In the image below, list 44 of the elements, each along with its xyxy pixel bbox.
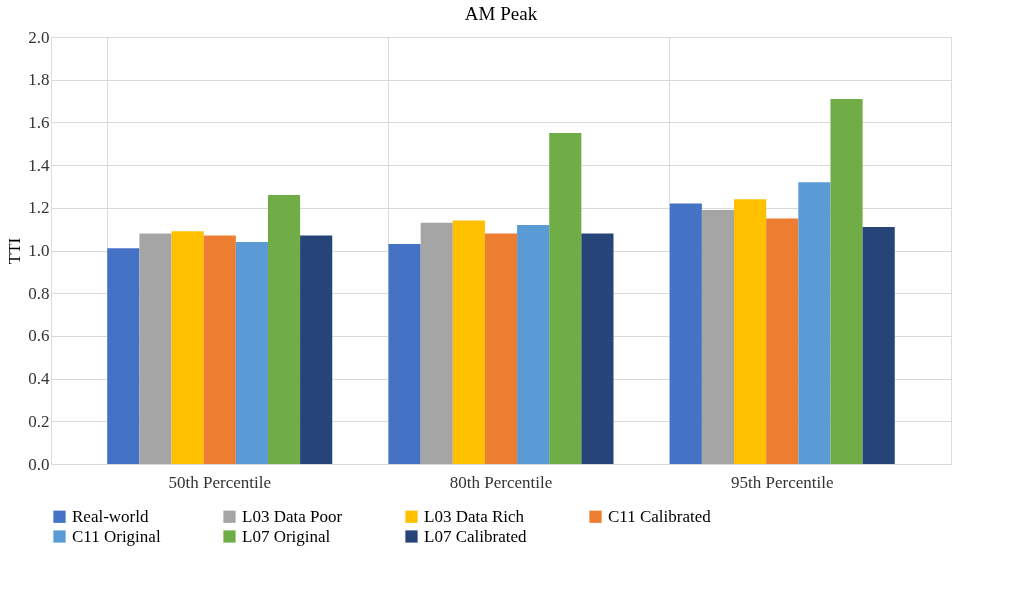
bar	[300, 235, 333, 464]
legend-label: L03 Data Rich	[424, 506, 525, 526]
y-tick-label: 2.0	[28, 27, 50, 47]
legend-label: C11 Calibrated	[608, 506, 712, 526]
bar	[203, 235, 236, 464]
bar	[798, 182, 831, 464]
bar	[107, 248, 140, 464]
y-axis-title: TTI	[5, 237, 25, 265]
x-tick-label: 80th Percentile	[449, 472, 553, 492]
bar	[517, 224, 550, 464]
bar	[669, 203, 702, 464]
legend-label: Real-world	[72, 506, 149, 526]
bar	[267, 194, 301, 464]
bar	[171, 231, 204, 464]
bar	[734, 199, 767, 464]
y-tick-label: 0.4	[28, 369, 50, 389]
bar	[139, 233, 172, 464]
bar	[549, 133, 582, 464]
bar	[452, 220, 485, 464]
x-tick-label: 50th Percentile	[168, 472, 271, 492]
legend-label: L03 Data Poor	[242, 506, 343, 526]
bar	[235, 241, 268, 464]
x-tick-label: 95th Percentile	[731, 472, 834, 492]
bar	[830, 98, 863, 464]
y-tick-label: 1.4	[28, 155, 50, 175]
bar	[862, 227, 895, 464]
bar	[766, 218, 799, 464]
bar	[484, 233, 518, 464]
y-tick-label: 1.0	[28, 241, 50, 260]
y-tick-label: 0.8	[28, 283, 50, 303]
legend-label: C11 Original	[72, 526, 161, 546]
legend-label: L07 Original	[242, 526, 331, 546]
bar	[701, 209, 735, 464]
y-tick-label: 0.0	[28, 454, 50, 474]
y-tick-label: 1.8	[28, 70, 50, 90]
legend-label: L07 Calibrated	[424, 526, 527, 546]
y-tick-label: 1.2	[28, 198, 50, 218]
y-tick-label: 0.2	[28, 411, 50, 431]
bar	[388, 244, 421, 464]
y-tick-label: 0.6	[28, 326, 50, 346]
y-tick-label: 1.6	[28, 112, 50, 132]
bar	[420, 222, 453, 464]
chart-title: AM Peak	[464, 3, 538, 24]
bar	[581, 233, 614, 464]
